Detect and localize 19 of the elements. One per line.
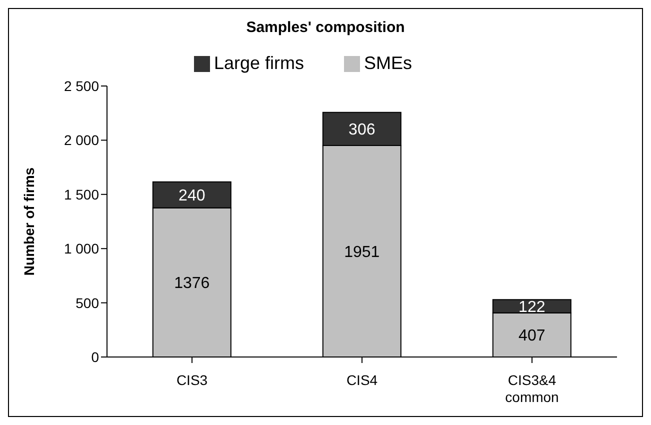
data-label: 407 <box>518 328 546 345</box>
y-tick-label: 1 500 <box>64 186 100 202</box>
data-label: 240 <box>178 188 206 205</box>
data-label: 306 <box>348 122 376 139</box>
data-label: 122 <box>518 298 546 316</box>
y-tick-label: 500 <box>76 294 100 311</box>
data-label: 1951 <box>344 244 380 261</box>
y-tick-label: 2 500 <box>64 78 100 94</box>
y-tick-label: 2 000 <box>64 132 100 148</box>
x-tick-label: CIS3 <box>176 372 208 388</box>
legend-label: SMEs <box>364 53 412 73</box>
chart-title: Samples' composition <box>245 19 406 36</box>
y-tick-label: 1 000 <box>64 240 100 257</box>
y-axis-title: Number of firms <box>20 167 37 276</box>
data-label: 1376 <box>174 275 210 292</box>
x-tick-label: CIS3&4 common <box>505 372 559 405</box>
y-tick-label: 0 <box>91 348 100 365</box>
x-tick-label: CIS4 <box>346 372 378 388</box>
legend-label: Large firms <box>214 53 304 73</box>
